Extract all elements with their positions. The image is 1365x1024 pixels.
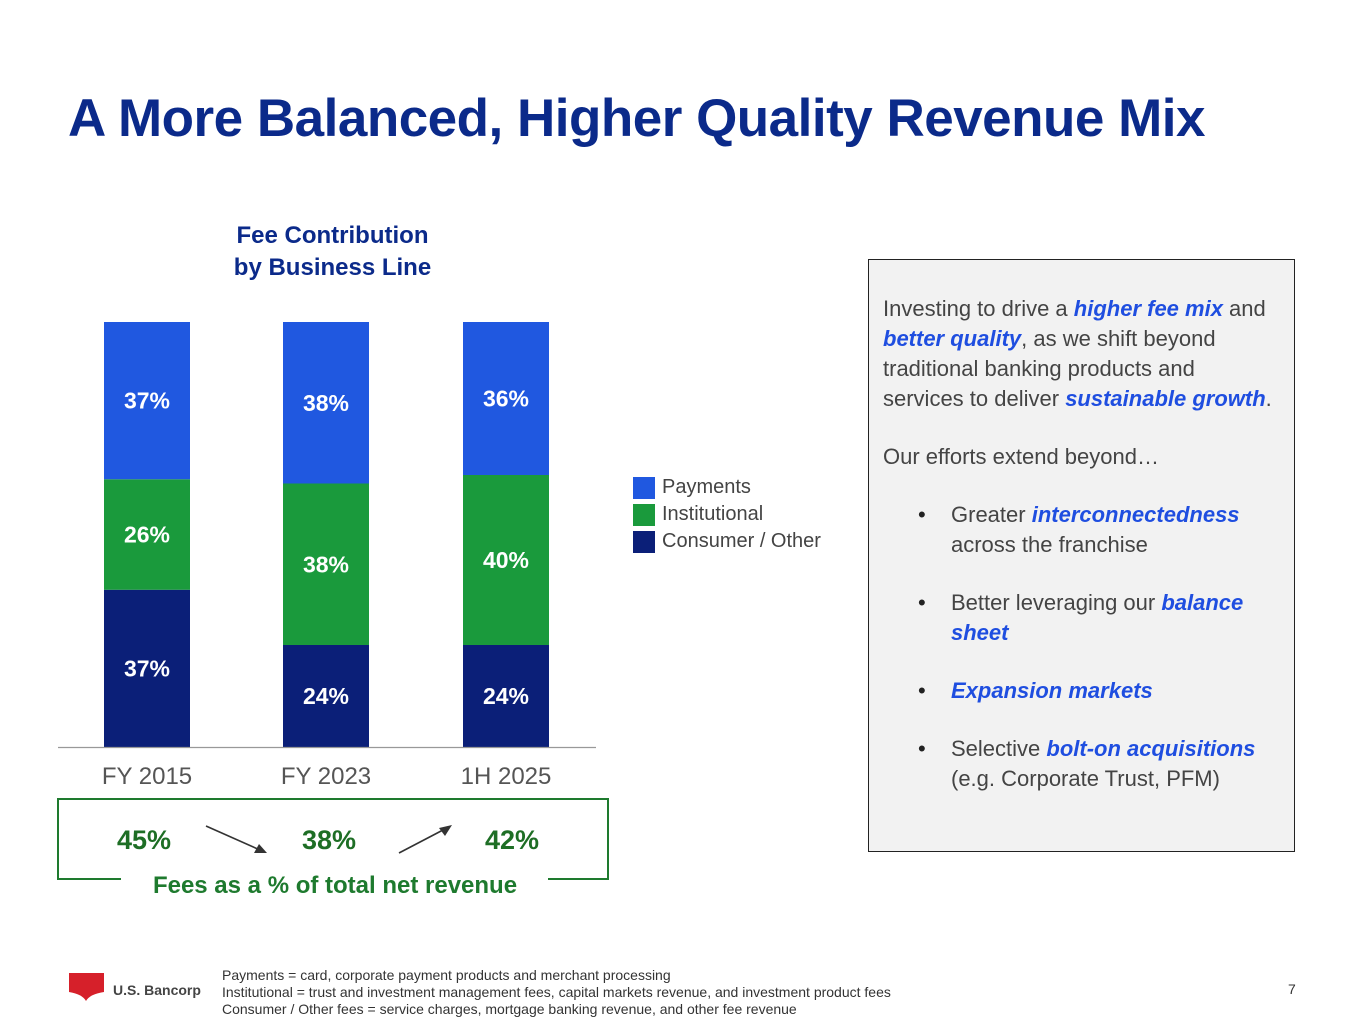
legend-item-payments: Payments [633, 474, 821, 501]
bullet-text: Greater [951, 502, 1032, 527]
x-tick-label: FY 2023 [281, 763, 371, 790]
x-tick-label: 1H 2025 [461, 763, 552, 790]
intro-text-1: Investing to drive a [883, 296, 1074, 321]
bar-institutional-fy2015 [104, 479, 190, 590]
bullet-text: Better leveraging our [951, 590, 1162, 615]
legend-item-institutional: Institutional [633, 501, 821, 528]
bullet-list: • Greater interconnectedness across the f… [883, 500, 1280, 794]
bullet-emphasis: Expansion markets [951, 678, 1153, 703]
data-label-payments-fy2015: 37% [124, 388, 170, 414]
bar-payments-fy2015 [104, 322, 190, 480]
intro-text-4: . [1265, 386, 1272, 411]
page-number: 7 [1288, 981, 1296, 997]
footnotes: Payments = card, corporate payment produ… [222, 967, 891, 1018]
slide-title: A More Balanced, Higher Quality Revenue … [68, 89, 1205, 148]
bullet-text: across the franchise [951, 532, 1148, 557]
data-label-consumer-other-fy2015: 37% [124, 655, 170, 681]
arrow-down-icon [205, 825, 267, 853]
bar-payments-fy2023 [283, 322, 369, 484]
panel-lead: Our efforts extend beyond… [883, 444, 1159, 469]
data-label-payments-fy2023: 38% [303, 390, 349, 416]
fees-box-border [57, 878, 121, 880]
us-bancorp-shield-logo [69, 973, 104, 1001]
fees-box-border [548, 878, 607, 880]
data-label-consumer-other-fy2023: 24% [303, 683, 349, 709]
bullet-item: • Selective bolt-on acquisitions (e.g. Co… [883, 734, 1280, 794]
bullet-emphasis: bolt-on acquisitions [1046, 736, 1256, 761]
bar-institutional-fy2023 [283, 483, 369, 645]
panel-intro: Investing to drive a higher fee mix and … [883, 294, 1280, 414]
logo-text: U.S. Bancorp [113, 982, 201, 998]
bullet-emphasis: interconnectedness [1031, 502, 1240, 527]
footnote-institutional: Institutional = trust and investment man… [222, 984, 891, 1000]
intro-text-3: , as we shift beyond traditional banking… [883, 326, 1216, 411]
bullet-item: • Better leveraging our balance sheet [883, 588, 1280, 648]
intro-emphasis-2: better quality [883, 326, 1022, 351]
intro-emphasis-3: sustainable growth [1065, 386, 1266, 411]
intro-emphasis-1: higher fee mix [1073, 296, 1223, 321]
legend-item-consumer-other: Consumer / Other [633, 528, 821, 555]
x-tick-label: FY 2015 [102, 763, 192, 790]
bar-institutional-1h2025 [463, 475, 549, 645]
arrow-up-icon [398, 825, 452, 854]
legend-label-consumer-other: Consumer / Other [662, 530, 821, 552]
data-label-institutional-fy2015: 26% [124, 522, 170, 548]
stacked-bar-chart: 37% 26% 37% FY 2015 24% 38% 38% FY 2023 24% 40% 36… [58, 322, 596, 790]
data-label-consumer-other-1h2025: 24% [483, 683, 529, 709]
chart-title: Fee Contribution by Business Line [195, 220, 470, 284]
data-label-institutional-1h2025: 40% [483, 547, 529, 573]
data-label-payments-1h2025: 36% [483, 386, 529, 412]
bar-consumer-other-fy2023 [283, 645, 369, 747]
bar-consumer-other-fy2015 [104, 589, 190, 747]
legend-label-institutional: Institutional [662, 503, 764, 525]
legend-swatch-payments [633, 476, 655, 499]
fees-share-caption: Fees as a % of total net revenue [122, 872, 548, 900]
bar-consumer-other-1h2025 [463, 645, 549, 747]
chart-legend: Payments Institutional Consumer / Other [633, 474, 821, 555]
bullet-text: Selective [951, 736, 1047, 761]
bullet-icon: • [918, 736, 926, 761]
strategy-panel: Investing to drive a higher fee mix and … [868, 259, 1295, 852]
fee-share-fy2023: 38% [302, 825, 357, 855]
fee-share-fy2015: 45% [117, 825, 172, 855]
bar-payments-1h2025 [463, 322, 549, 475]
bullet-item: • Expansion markets [883, 676, 1280, 706]
chart-title-line-1: Fee Contribution [236, 222, 429, 249]
legend-label-payments: Payments [662, 476, 751, 498]
bullet-icon: • [918, 678, 926, 703]
fees-share-box [57, 798, 609, 880]
fee-share-1h2025: 42% [485, 825, 540, 855]
chart-title-line-2: by Business Line [233, 254, 432, 281]
legend-swatch-institutional [633, 503, 655, 526]
intro-text-2: and [1222, 296, 1266, 321]
legend-swatch-consumer-other [633, 530, 655, 553]
bullet-emphasis: balance sheet [951, 590, 1244, 645]
data-label-institutional-fy2023: 38% [303, 551, 349, 577]
footnote-payments: Payments = card, corporate payment produ… [222, 967, 671, 983]
bullet-icon: • [918, 590, 926, 615]
bullet-item: • Greater interconnectedness across the f… [883, 500, 1280, 560]
footnote-consumer-other: Consumer / Other fees = service charges,… [222, 1001, 797, 1017]
bullet-icon: • [918, 502, 926, 527]
bullet-text: (e.g. Corporate Trust, PFM) [951, 766, 1220, 791]
